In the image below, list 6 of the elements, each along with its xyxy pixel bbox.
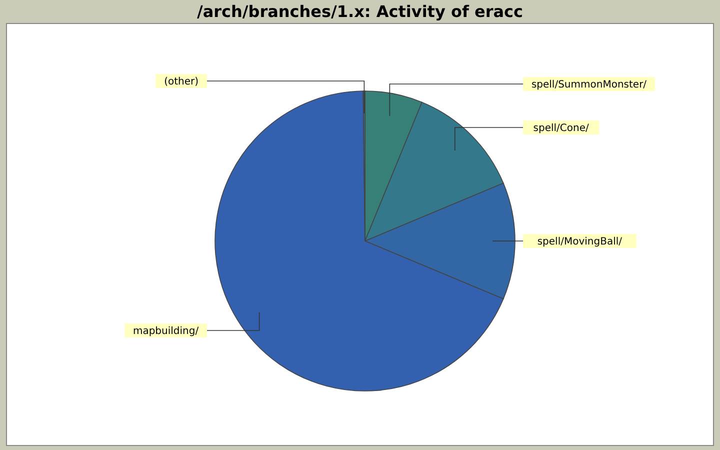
slice-label: spell/MovingBall/ [537,236,623,248]
chart-title: /arch/branches/1.x: Activity of eracc [196,1,524,23]
slice-label: spell/Cone/ [533,123,590,134]
slice-label: spell/SummonMonster/ [531,80,648,91]
slice-label: (other) [164,76,199,88]
slice-label: mapbuilding/ [132,326,200,338]
